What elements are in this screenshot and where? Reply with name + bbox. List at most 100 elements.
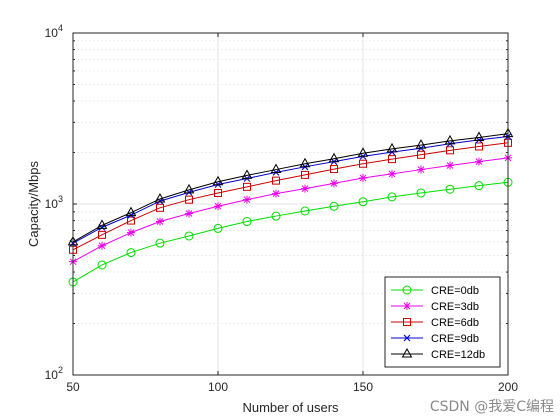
- grid-lines: [72, 33, 509, 376]
- legend-label: CRE=0db: [431, 285, 479, 297]
- y-tick-base: 10: [45, 368, 59, 382]
- data-point: [417, 150, 425, 159]
- legend-item: CRE=0db: [391, 285, 479, 297]
- series-line: [72, 133, 509, 243]
- legend: CRE=0db CRE=3db CRE=6db CRE=9db CRE=12db: [384, 276, 501, 368]
- legend-label: CRE=9db: [431, 333, 479, 345]
- legend-item: CRE=12db: [391, 347, 485, 361]
- data-point: [357, 147, 369, 157]
- data-point: [272, 189, 280, 198]
- data-point: [387, 192, 397, 202]
- legend-label: CRE=12db: [431, 349, 485, 361]
- y-tick-base: 10: [45, 26, 59, 40]
- series-triangle: [67, 127, 514, 246]
- legend-item: CRE=3db: [391, 301, 479, 313]
- legend-marker: [401, 347, 413, 358]
- legend-marker: [403, 318, 411, 326]
- data-point: [155, 238, 165, 248]
- data-point: [330, 179, 338, 188]
- data-point: [98, 230, 106, 239]
- y-tick-exponent: 4: [58, 23, 63, 33]
- data-point: [184, 231, 194, 241]
- data-point: [359, 173, 367, 182]
- data-point: [271, 211, 281, 221]
- data-point: [156, 203, 164, 212]
- watermark: CSDN @我爱C编程: [429, 399, 554, 415]
- legend-item: CRE=6db: [391, 317, 479, 329]
- x-tick-label: 100: [208, 380, 228, 394]
- legend-marker: [402, 285, 412, 295]
- data-point: [475, 142, 483, 151]
- data-point: [243, 182, 251, 191]
- y-tick-base: 10: [45, 197, 59, 211]
- legend-label: CRE=3db: [431, 301, 479, 313]
- legend-marker: [403, 302, 411, 310]
- data-point: [212, 175, 224, 186]
- legend-label: CRE=6db: [431, 317, 479, 329]
- x-tick-label: 50: [66, 380, 80, 394]
- data-point: [473, 131, 485, 141]
- series-star: [69, 153, 512, 266]
- data-point: [125, 206, 137, 217]
- series-line: [72, 157, 509, 263]
- data-point: [243, 195, 251, 204]
- data-point: [156, 197, 164, 205]
- data-point: [329, 201, 339, 211]
- legend-item: CRE=9db: [391, 333, 479, 345]
- data-point: [359, 159, 367, 168]
- data-point: [127, 228, 135, 237]
- data-point: [156, 217, 164, 226]
- data-point: [183, 183, 195, 194]
- data-point: [185, 195, 193, 204]
- data-point: [301, 170, 309, 179]
- series-square: [69, 138, 512, 254]
- data-point: [444, 134, 456, 145]
- data-point: [97, 260, 107, 270]
- y-tick-label: 103: [45, 194, 63, 211]
- y-tick-exponent: 2: [58, 365, 63, 375]
- data-point: [446, 146, 454, 155]
- data-point: [96, 219, 108, 229]
- data-point: [154, 192, 166, 203]
- data-point: [386, 142, 398, 153]
- data-point: [415, 139, 427, 149]
- data-point: [213, 223, 223, 233]
- data-point: [358, 197, 368, 207]
- series-line: [72, 136, 509, 244]
- y-tick-exponent: 3: [58, 194, 63, 204]
- data-point: [98, 223, 106, 231]
- data-point: [299, 157, 311, 168]
- data-point: [445, 184, 455, 194]
- x-axis-label: Number of users: [242, 400, 339, 415]
- legend-marker: [403, 334, 411, 342]
- data-point: [98, 241, 106, 250]
- data-point: [388, 155, 396, 164]
- data-point: [328, 152, 340, 163]
- data-point: [242, 217, 252, 227]
- data-point: [416, 188, 426, 198]
- data-point: [214, 188, 222, 197]
- data-point: [185, 209, 193, 218]
- data-point: [300, 206, 310, 216]
- data-point: [241, 169, 253, 179]
- y-axis-label: Capacity/Mbps: [26, 161, 41, 247]
- x-tick-label: 150: [353, 380, 373, 394]
- series-line: [72, 142, 509, 251]
- x-tick-label: 200: [498, 380, 518, 394]
- data-point: [272, 176, 280, 185]
- data-point: [330, 165, 338, 174]
- data-point: [127, 216, 135, 225]
- data-point: [417, 165, 425, 174]
- series-line: [72, 181, 509, 283]
- data-point: [474, 181, 484, 191]
- data-point: [388, 169, 396, 178]
- y-tick-label: 102: [45, 365, 63, 382]
- data-point: [446, 161, 454, 170]
- series-circle: [68, 177, 513, 287]
- data-point: [214, 202, 222, 211]
- y-tick-label: 104: [45, 23, 63, 40]
- data-point: [126, 248, 136, 258]
- data-point: [270, 163, 282, 174]
